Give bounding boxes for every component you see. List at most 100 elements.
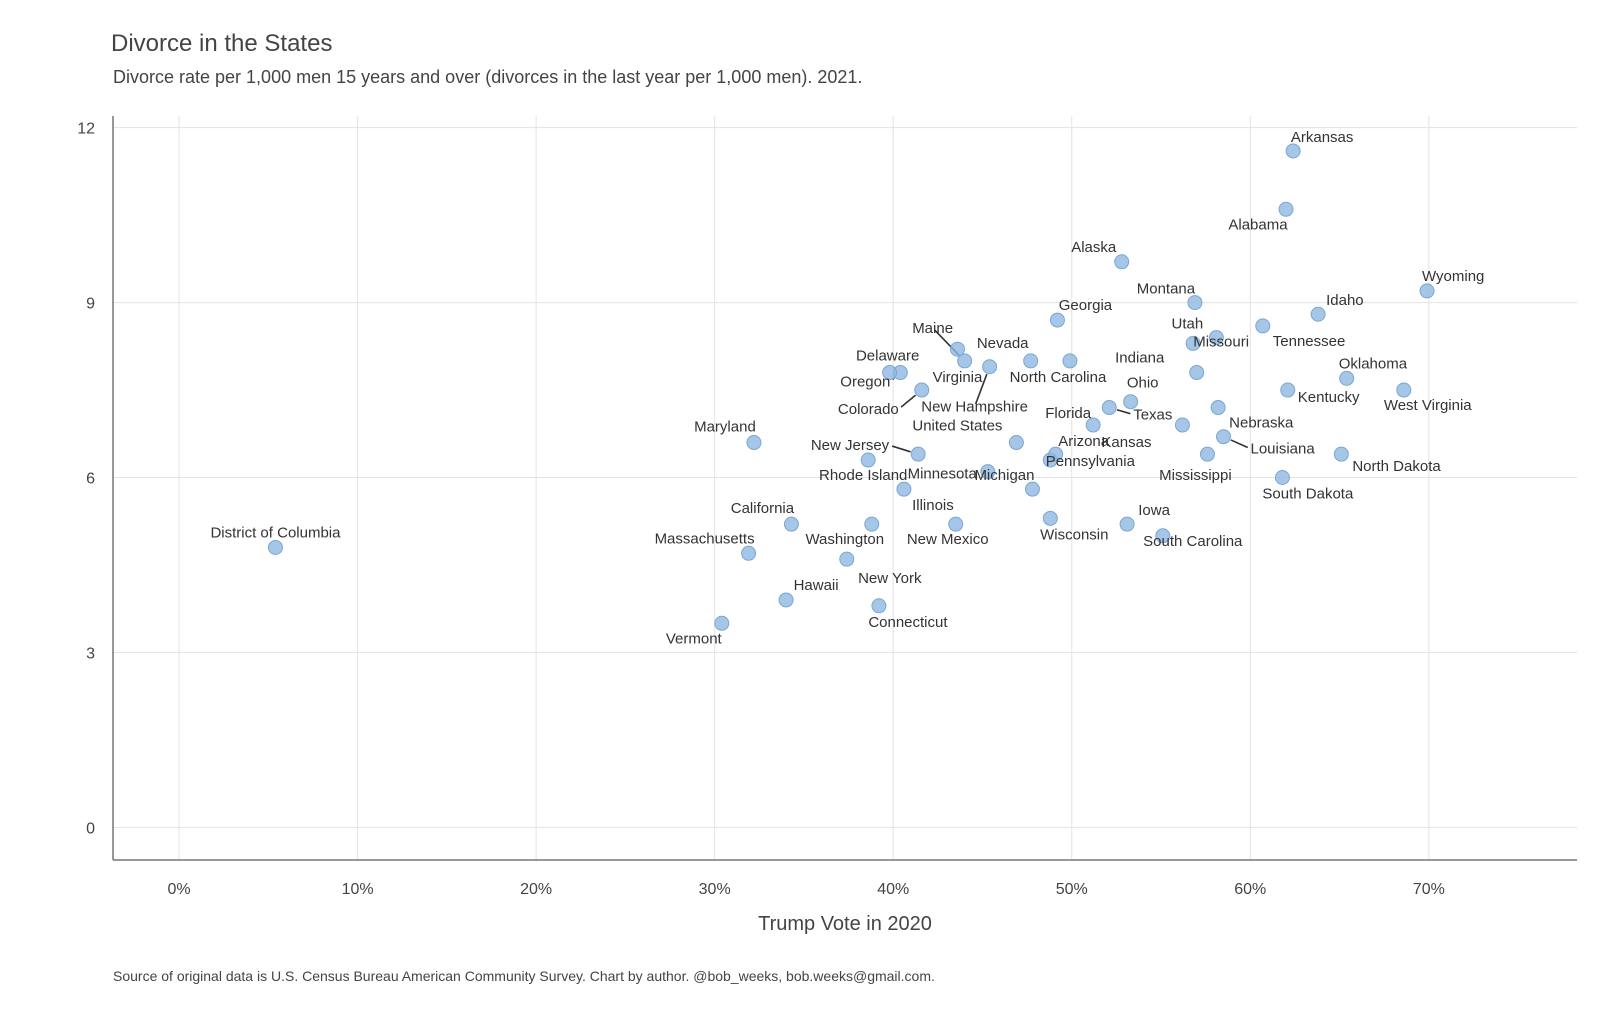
point-new-mexico[interactable] <box>948 516 964 532</box>
point-wyoming[interactable] <box>1419 283 1435 299</box>
y-tick-label: 0 <box>86 820 95 837</box>
point-connecticut[interactable] <box>871 598 887 614</box>
point-georgia[interactable] <box>1049 312 1065 328</box>
point-label-tennessee: Tennessee <box>1273 333 1346 350</box>
point-south-carolina[interactable] <box>1155 528 1171 544</box>
point-label-alaska: Alaska <box>1071 239 1117 256</box>
point-new-york[interactable] <box>839 551 855 567</box>
point-label-illinois: Illinois <box>912 497 954 514</box>
point-label-district-of-columbia: District of Columbia <box>210 524 341 541</box>
point-label-oregon: Oregon <box>840 374 890 391</box>
point-label-hawaii: Hawaii <box>794 577 839 594</box>
y-tick-label: 3 <box>86 645 95 662</box>
point-west-virginia[interactable] <box>1396 382 1412 398</box>
point-label-arizona: Arizona <box>1058 433 1110 450</box>
point-indiana[interactable] <box>1189 365 1205 381</box>
point-united-states[interactable] <box>1008 435 1024 451</box>
point-missouri[interactable] <box>1185 335 1201 351</box>
point-arkansas[interactable] <box>1285 143 1301 159</box>
point-maryland[interactable] <box>746 435 762 451</box>
point-label-maryland: Maryland <box>694 419 756 436</box>
point-washington[interactable] <box>864 516 880 532</box>
point-massachusetts[interactable] <box>741 545 757 561</box>
point-new-jersey[interactable] <box>910 446 926 462</box>
point-oklahoma[interactable] <box>1339 370 1355 386</box>
x-tick-label: 20% <box>520 881 552 898</box>
point-label-maine: Maine <box>912 320 953 337</box>
point-minnesota[interactable] <box>980 464 996 480</box>
point-michigan[interactable] <box>1024 481 1040 497</box>
point-alabama[interactable] <box>1278 201 1294 217</box>
point-label-kansas: Kansas <box>1101 434 1151 451</box>
point-label-california: California <box>731 500 795 517</box>
point-label-louisiana: Louisiana <box>1250 441 1315 458</box>
point-south-dakota[interactable] <box>1274 470 1290 486</box>
point-label-delaware: Delaware <box>856 348 919 365</box>
point-vermont[interactable] <box>714 615 730 631</box>
point-label-virginia: Virginia <box>933 369 983 386</box>
chart-caption: Source of original data is U.S. Census B… <box>113 968 935 984</box>
point-label-florida: Florida <box>1045 405 1092 422</box>
point-label-new-york: New York <box>858 570 922 587</box>
x-tick-label: 30% <box>699 881 731 898</box>
point-kentucky[interactable] <box>1280 382 1296 398</box>
point-label-new-mexico: New Mexico <box>907 531 989 548</box>
point-maine[interactable] <box>957 353 973 369</box>
point-label-idaho: Idaho <box>1326 292 1364 309</box>
point-north-carolina[interactable] <box>1062 353 1078 369</box>
point-label-michigan: Michigan <box>974 467 1034 484</box>
point-louisiana[interactable] <box>1215 429 1231 445</box>
point-label-mississippi: Mississippi <box>1159 467 1232 484</box>
point-label-new-hampshire: New Hampshire <box>921 399 1028 416</box>
point-label-missouri: Missouri <box>1193 333 1249 350</box>
point-label-oklahoma: Oklahoma <box>1339 355 1408 372</box>
point-rhode-island[interactable] <box>860 452 876 468</box>
point-label-north-carolina: North Carolina <box>1010 369 1107 386</box>
point-label-vermont: Vermont <box>666 630 723 647</box>
chart-title: Divorce in the States <box>111 30 333 57</box>
point-iowa[interactable] <box>1119 516 1135 532</box>
point-mississippi[interactable] <box>1199 446 1215 462</box>
point-wisconsin[interactable] <box>1042 510 1058 526</box>
point-alaska[interactable] <box>1114 254 1130 270</box>
point-kansas[interactable] <box>1174 417 1190 433</box>
point-district-of-columbia[interactable] <box>267 539 283 555</box>
point-tennessee[interactable] <box>1255 318 1271 334</box>
leader-line <box>1230 439 1249 449</box>
x-tick-label: 70% <box>1413 881 1445 898</box>
point-label-rhode-island: Rhode Island <box>819 467 907 484</box>
x-tick-label: 10% <box>342 881 374 898</box>
point-hawaii[interactable] <box>778 592 794 608</box>
point-label-washington: Washington <box>805 531 884 548</box>
point-virginia[interactable] <box>949 341 965 357</box>
point-label-iowa: Iowa <box>1138 502 1170 519</box>
point-arizona[interactable] <box>1048 446 1064 462</box>
point-label-nevada: Nevada <box>977 335 1029 352</box>
point-label-united-states: United States <box>912 418 1002 435</box>
point-label-texas: Texas <box>1133 407 1172 424</box>
point-colorado[interactable] <box>914 382 930 398</box>
point-label-nebraska: Nebraska <box>1229 415 1294 432</box>
x-tick-label: 60% <box>1234 881 1266 898</box>
point-label-south-carolina: South Carolina <box>1143 533 1243 550</box>
point-ohio[interactable] <box>1123 394 1139 410</box>
point-illinois[interactable] <box>896 481 912 497</box>
point-idaho[interactable] <box>1310 306 1326 322</box>
point-label-utah: Utah <box>1172 316 1204 333</box>
point-delaware[interactable] <box>882 365 898 381</box>
point-label-kentucky: Kentucky <box>1298 389 1360 406</box>
point-nebraska[interactable] <box>1210 400 1226 416</box>
point-california[interactable] <box>783 516 799 532</box>
point-north-dakota[interactable] <box>1333 446 1349 462</box>
point-texas[interactable] <box>1101 400 1117 416</box>
point-nevada[interactable] <box>1023 353 1039 369</box>
point-utah[interactable] <box>1208 330 1224 346</box>
point-label-west-virginia: West Virginia <box>1384 397 1472 414</box>
point-florida[interactable] <box>1085 417 1101 433</box>
point-montana[interactable] <box>1187 295 1203 311</box>
y-tick-label: 9 <box>86 296 95 313</box>
x-axis-title: Trump Vote in 2020 <box>758 913 932 935</box>
leader-line <box>900 394 917 408</box>
point-new-hampshire[interactable] <box>982 359 998 375</box>
chart-subtitle: Divorce rate per 1,000 men 15 years and … <box>113 67 863 87</box>
